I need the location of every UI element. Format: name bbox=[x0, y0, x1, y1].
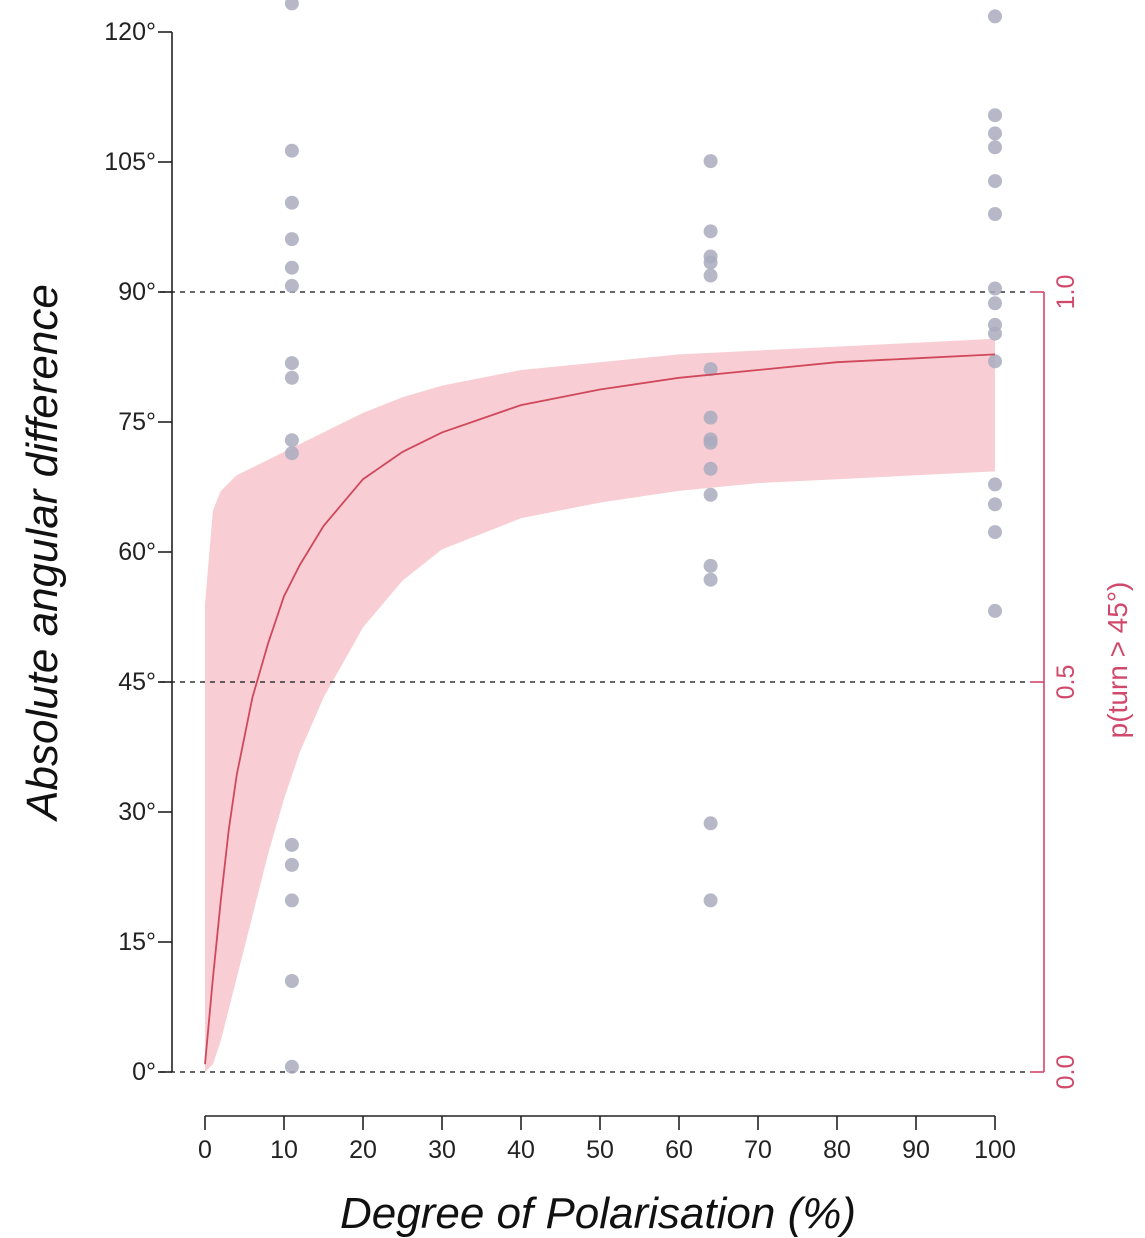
data-point bbox=[703, 224, 718, 239]
data-point bbox=[284, 0, 299, 11]
data-point bbox=[703, 268, 718, 283]
data-point bbox=[988, 326, 1002, 341]
scatter-points-layer bbox=[284, 0, 1002, 1074]
y2-tick-label: 1.0 bbox=[1052, 275, 1080, 310]
data-point bbox=[988, 525, 1002, 540]
y-tick-label: 45° bbox=[118, 668, 156, 696]
x-tick-label: 10 bbox=[270, 1136, 298, 1164]
x-axis-title: Degree of Polarisation (%) bbox=[340, 1189, 856, 1238]
data-point bbox=[988, 9, 1002, 24]
confidence-band bbox=[205, 338, 995, 1072]
fitted-curve-layer bbox=[204, 353, 996, 1065]
data-point bbox=[284, 232, 299, 247]
x-tick-label: 20 bbox=[349, 1136, 377, 1164]
data-point bbox=[988, 174, 1002, 189]
data-point bbox=[284, 356, 299, 371]
fitted-curve bbox=[204, 353, 996, 1065]
data-point bbox=[703, 461, 718, 476]
data-point bbox=[703, 410, 718, 425]
data-point bbox=[284, 143, 299, 158]
data-point bbox=[284, 974, 299, 988]
x-tick-label: 90 bbox=[902, 1136, 930, 1164]
data-point bbox=[703, 816, 718, 831]
data-point bbox=[988, 354, 1002, 369]
x-tick-label: 70 bbox=[744, 1136, 772, 1164]
y-axis-title: Absolute angular difference bbox=[18, 284, 67, 823]
x-tick-label: 80 bbox=[823, 1136, 851, 1164]
reference-lines bbox=[160, 291, 1030, 1073]
data-point bbox=[284, 857, 299, 872]
data-point bbox=[284, 260, 299, 275]
data-point bbox=[284, 446, 299, 461]
data-point bbox=[988, 108, 1002, 123]
y2-axis-title: p(turn > 45°) bbox=[1102, 582, 1133, 739]
data-point bbox=[703, 558, 718, 573]
y-tick-label: 75° bbox=[118, 408, 156, 436]
data-point bbox=[703, 362, 718, 377]
data-point bbox=[703, 893, 718, 908]
y-tick-label: 15° bbox=[118, 928, 156, 956]
x-tick-label: 100 bbox=[974, 1136, 1016, 1164]
data-point bbox=[703, 154, 718, 169]
data-point bbox=[703, 255, 718, 270]
data-point bbox=[284, 837, 299, 852]
data-point bbox=[703, 572, 718, 587]
data-point bbox=[284, 370, 299, 385]
data-point bbox=[284, 1059, 299, 1074]
data-point bbox=[284, 893, 299, 908]
y-tick-label: 0° bbox=[132, 1058, 156, 1086]
x-tick-label: 50 bbox=[586, 1136, 614, 1164]
data-point bbox=[703, 487, 718, 502]
x-tick-label: 30 bbox=[428, 1136, 456, 1164]
y-tick-label: 105° bbox=[104, 148, 156, 176]
data-point bbox=[988, 281, 1002, 296]
data-point bbox=[988, 477, 1002, 492]
data-point bbox=[988, 207, 1002, 221]
x-tick-label: 0 bbox=[198, 1136, 212, 1164]
y-tick-label: 90° bbox=[118, 278, 156, 306]
data-point bbox=[284, 195, 299, 210]
y-tick-label: 30° bbox=[118, 798, 156, 826]
data-point bbox=[988, 140, 1002, 155]
y2-tick-label: 0.0 bbox=[1052, 1055, 1080, 1090]
y2-tick-label: 0.5 bbox=[1052, 665, 1080, 700]
data-point bbox=[284, 278, 299, 293]
confidence-band-layer bbox=[205, 338, 995, 1072]
data-point bbox=[703, 435, 718, 450]
data-point bbox=[988, 497, 1002, 512]
x-tick-label: 60 bbox=[665, 1136, 693, 1164]
data-point bbox=[988, 603, 1002, 618]
data-point bbox=[988, 126, 1002, 141]
data-point bbox=[284, 433, 299, 448]
y-tick-label: 60° bbox=[118, 538, 156, 566]
x-tick-label: 40 bbox=[507, 1136, 535, 1164]
data-point bbox=[988, 296, 1002, 311]
axes-layer: 0° 15° 30° 45° 60° 75° 90° 105° 120° 0 10 20 30 40 50 6… bbox=[104, 18, 1080, 1164]
y-tick-label: 120° bbox=[104, 18, 156, 46]
